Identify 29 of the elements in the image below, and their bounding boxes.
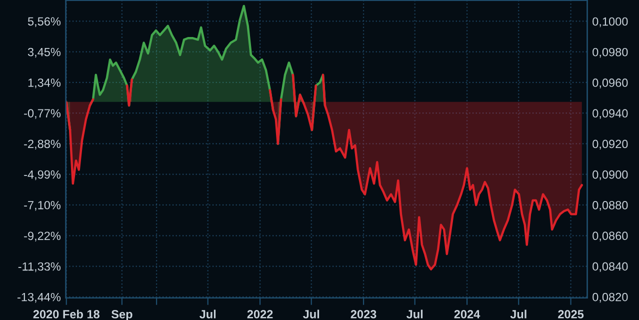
y2-tick-label: 0,0960 bbox=[592, 78, 628, 88]
x-tick-label: Jul bbox=[406, 310, 423, 318]
x-tick-label: 2020 Feb 18 bbox=[33, 310, 100, 318]
x-tick-label: 2022 bbox=[247, 310, 273, 318]
y2-tick-label: 0,0880 bbox=[592, 201, 628, 211]
y2-tick-label: 0,0900 bbox=[592, 170, 628, 180]
y-tick-label: 1,34% bbox=[28, 78, 61, 88]
y-tick-label: -0,77% bbox=[24, 109, 61, 119]
x-tick-label: Jul bbox=[200, 310, 216, 318]
y2-tick-label: 0,0860 bbox=[592, 232, 628, 242]
y2-tick-label: 0,0920 bbox=[592, 140, 628, 150]
y-tick-label: -9,22% bbox=[24, 232, 61, 242]
y-tick-label: -13,44% bbox=[18, 292, 61, 303]
y2-tick-label: 0,0840 bbox=[592, 262, 628, 272]
y-tick-label: -4,99% bbox=[24, 170, 61, 180]
y2-tick-label: 0,1000 bbox=[592, 17, 628, 28]
x-tick-label: Jul bbox=[510, 310, 526, 318]
x-tick-label: Jul bbox=[303, 310, 320, 318]
x-tick-label: 2024 bbox=[454, 310, 480, 318]
y2-tick-label: 0,0980 bbox=[592, 48, 628, 58]
x-tick-label: 2025 bbox=[558, 310, 584, 318]
y-tick-label: 5,56% bbox=[28, 17, 61, 28]
x-tick-label: 2023 bbox=[350, 310, 376, 318]
y-tick-label: 3,45% bbox=[28, 48, 61, 58]
y-tick-label: -11,33% bbox=[18, 262, 61, 272]
y2-tick-label: 0,0940 bbox=[592, 109, 628, 119]
y-tick-label: -2,88% bbox=[24, 140, 61, 150]
y-tick-label: -7,10% bbox=[24, 200, 61, 211]
y2-tick-label: 0,0820 bbox=[592, 292, 628, 303]
